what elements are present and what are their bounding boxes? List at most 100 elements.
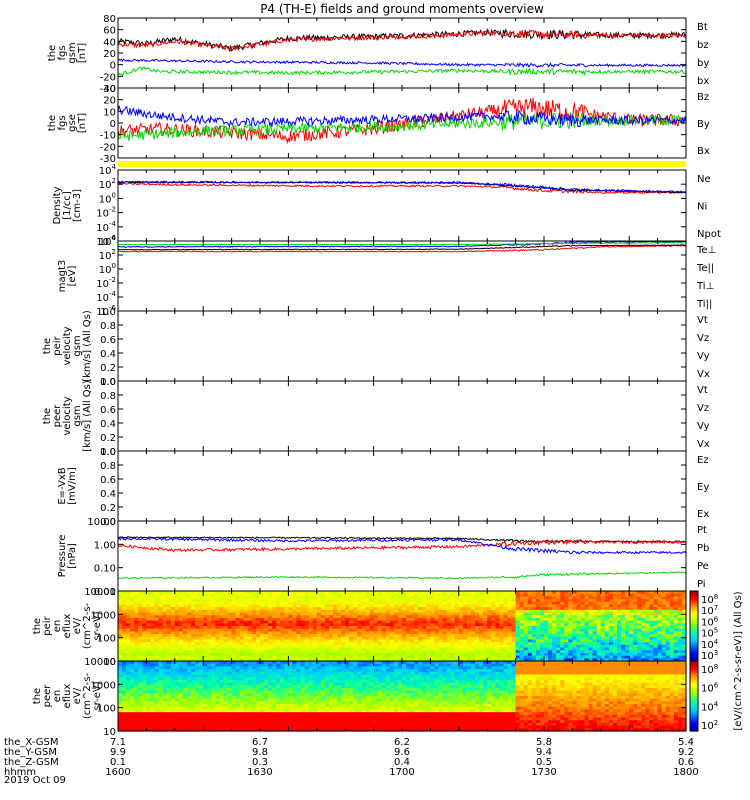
y-tick-label: 80 [103,14,116,25]
legend-entry: By [697,119,710,130]
y-tick-label: 0.6 [100,405,116,416]
y-tick-label: 0.4 [100,419,116,430]
legend-entry: Ey [697,482,709,493]
colorbar-1: 108 106 104 102 [689,660,719,732]
y-tick-label: -20 [100,72,116,83]
date-label: 2019 Oct 09 [4,775,66,786]
orbit-value: 1800 [673,767,698,778]
y-tick-label: 104 [99,163,117,177]
y-tick-label: 60 [103,26,116,37]
y-tick-label: 102 [99,248,116,262]
orbit-row-label: the_Y-GSM [4,747,57,758]
y-tick-label: 0.2 [100,433,116,444]
y-tick-label: 1.00 [94,540,116,551]
y-tick-label: 10 [103,107,116,118]
legend-entry: Te|| [696,263,714,274]
y-axis-label-fgs-gsm: thefgsgsm[nT] [47,42,88,63]
y-axis-label-fgs-gse: thefgsgse[nT] [47,113,88,133]
y-tick-label: 10-2 [96,206,116,220]
legend-entry: Bt [697,22,708,33]
y-tick-label: 0.0 [100,377,116,388]
y-tick-label: 0.4 [100,489,116,500]
panel-frame [117,17,687,89]
y-tick-label: 0.01 [94,587,116,598]
y-tick-label: 0 [110,119,116,130]
y-tick-label: 40 [103,37,116,48]
panel-frame [117,169,687,242]
y-tick-label: 0.0 [100,517,116,528]
orbit-value: 0.6 [678,757,694,768]
legend-entry: Bz [697,92,709,103]
legend-entry: bz [697,40,709,51]
orbit-value: 9.4 [536,747,552,758]
panel-pressure: 10.00 1.00 0.10 0.01 Pressure[nPa] Pt Pb Pe Pi [57,517,709,598]
y-axis-label-density: Density[1/cc][cm-3] [52,186,83,224]
panel-peer-eflux: 10000 1000 100 10thepeerenefluxeV/(cm^2-s-s… [32,657,687,738]
colorbar-tick-label: 102 [701,719,718,732]
legend-entry: Vt [697,315,708,326]
legend-entry: Ni [697,202,707,213]
legend-entry: bx [697,76,709,87]
panel-peir-velocity: 1.0 0.8 0.6 0.4 0.2 0.0 thepeirvelocitygsm[km/… [42,307,710,388]
orbit-value: 9.6 [394,747,410,758]
y-tick-label: 102 [99,177,116,191]
y-axis-label-temperature: magt3[eV] [57,260,78,293]
spectrogram-peer-eflux [118,661,687,732]
orbit-value: 1600 [105,767,130,778]
legend-entry: Vt [697,385,708,396]
y-tick-label: 0.6 [100,335,116,346]
series-line-density-2 [117,180,687,194]
legend-entry: Vx [697,439,710,450]
y-tick-label: 30 [103,84,116,95]
chart-title: P4 (TH-E) fields and ground moments over… [260,2,544,16]
spectrogram-peir-eflux [118,591,687,662]
series-line-temperature-1 [118,244,687,251]
y-tick-label: 0.6 [100,475,116,486]
legend-entry: Vy [697,421,710,432]
orbit-value: 9.8 [252,747,268,758]
orbit-value: 9.9 [110,747,126,758]
y-tick-label: 10-2 [96,276,116,290]
y-tick-label: 10 [103,657,116,668]
legend-entry: Pt [697,525,707,536]
orbit-value: 1700 [389,767,414,778]
y-tick-label: 0.2 [100,363,116,374]
panel-frame [117,450,687,522]
legend-entry: Pe [697,561,709,572]
y-tick-label: 1.0 [100,377,116,388]
orbit-value: 7.1 [110,737,126,748]
legend-entry: Vz [697,333,709,344]
y-tick-label: 100 [99,262,116,276]
y-axis-label-peer-eflux: thepeerenefluxeV/(cm^2-s-sr-eV) [32,672,103,719]
series-line-pressure-1 [117,538,687,553]
y-tick-label: 100 [97,634,116,645]
y-tick-label: 104 [99,234,117,248]
legend-entry: Pi [697,579,706,590]
colorbar-tick-label: 106 [701,682,719,695]
y-tick-label: 1.0 [100,307,116,318]
colorbar-tick-label: 108 [701,663,718,676]
legend-entry: Te⊥ [696,245,716,256]
legend-entry: Ti⊥ [696,281,714,292]
series-line-pressure-2 [118,571,687,580]
series-line-fgs-gsm-3 [117,66,687,77]
legend-entry: Npot [697,229,721,240]
series-line-temperature-2 [117,240,686,248]
panel-frame [117,520,687,592]
y-tick-label: 0.10 [94,564,116,575]
panel-frame [117,380,687,452]
y-tick-label: 10000 [84,657,116,668]
orbit-value: 0.3 [252,757,268,768]
y-axis-label-pressure: Pressure[nPa] [57,535,78,578]
series-line-pressure-3 [117,536,687,555]
legend-entry: Vy [697,351,710,362]
y-axis-label-peir-velocity: thepeirvelocitygsm[km/s] (All Qs) [42,310,93,382]
series-line-fgs-gse-2 [117,105,687,128]
colorbar-label: [eV/(cm^2-s-sr-eV)] (All Qs) [733,591,744,730]
y-tick-label: 20 [103,96,116,107]
y-tick-label: -20 [100,142,116,153]
y-tick-label: 20 [103,49,116,60]
